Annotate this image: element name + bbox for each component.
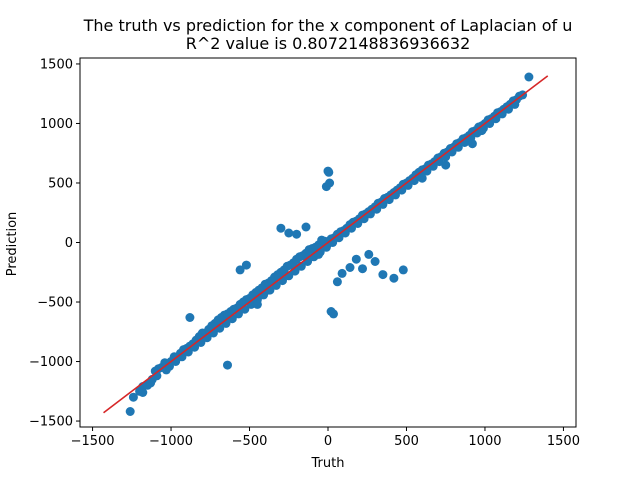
x-tick-label: −1500 xyxy=(71,434,115,449)
data-point xyxy=(276,223,286,233)
y-tick-label: −1000 xyxy=(29,355,73,370)
data-point xyxy=(378,270,388,280)
data-point xyxy=(292,229,302,239)
chart-subtitle: R^2 value is 0.8072148836936632 xyxy=(186,34,471,53)
data-point xyxy=(185,313,195,322)
x-tick-label: 1000 xyxy=(468,434,501,449)
x-tick-label: 500 xyxy=(394,434,419,449)
data-point xyxy=(146,378,156,388)
data-point xyxy=(301,222,311,232)
data-point xyxy=(325,178,335,188)
data-point xyxy=(324,167,334,177)
data-point xyxy=(398,265,408,275)
data-point xyxy=(364,249,374,259)
data-point xyxy=(417,173,427,183)
x-tick-label: 1500 xyxy=(547,434,580,449)
data-point xyxy=(223,360,232,370)
y-tick-label: −1500 xyxy=(29,415,73,430)
y-tick-label: 0 xyxy=(65,236,73,251)
data-point xyxy=(358,264,367,274)
reference-line xyxy=(103,75,549,414)
data-point xyxy=(125,407,135,416)
data-point xyxy=(351,254,361,264)
data-point xyxy=(345,263,355,272)
x-axis: −1500 −1000 −500 0 500 1000 1500 xyxy=(71,427,580,449)
data-point xyxy=(329,309,338,319)
data-point xyxy=(235,265,245,275)
y-axis: −1500 −1000 −500 0 500 1000 1500 xyxy=(29,57,80,430)
data-point xyxy=(263,285,273,295)
y-tick-label: 1500 xyxy=(40,57,73,72)
y-axis-label: Prediction xyxy=(5,212,20,277)
y-tick-label: −500 xyxy=(37,296,73,311)
data-point xyxy=(441,160,451,170)
x-axis-label: Truth xyxy=(311,456,345,471)
y-tick-label: 500 xyxy=(48,176,73,191)
data-point xyxy=(128,392,138,402)
data-point xyxy=(337,268,347,278)
y-tick-label: 1000 xyxy=(40,117,73,132)
chart-title: The truth vs prediction for the x compon… xyxy=(83,16,573,35)
x-tick-label: 0 xyxy=(324,434,332,449)
data-point xyxy=(389,273,399,283)
points-layer xyxy=(125,72,534,416)
data-point xyxy=(524,72,534,82)
data-point xyxy=(332,277,342,287)
data-point xyxy=(138,388,148,397)
data-point xyxy=(284,228,294,238)
data-point xyxy=(252,299,262,309)
data-point xyxy=(241,260,251,270)
data-point xyxy=(467,139,477,149)
x-tick-label: −1000 xyxy=(149,434,193,449)
x-tick-label: −500 xyxy=(232,434,268,449)
data-point xyxy=(370,257,380,266)
reference-line-layer xyxy=(103,75,549,414)
